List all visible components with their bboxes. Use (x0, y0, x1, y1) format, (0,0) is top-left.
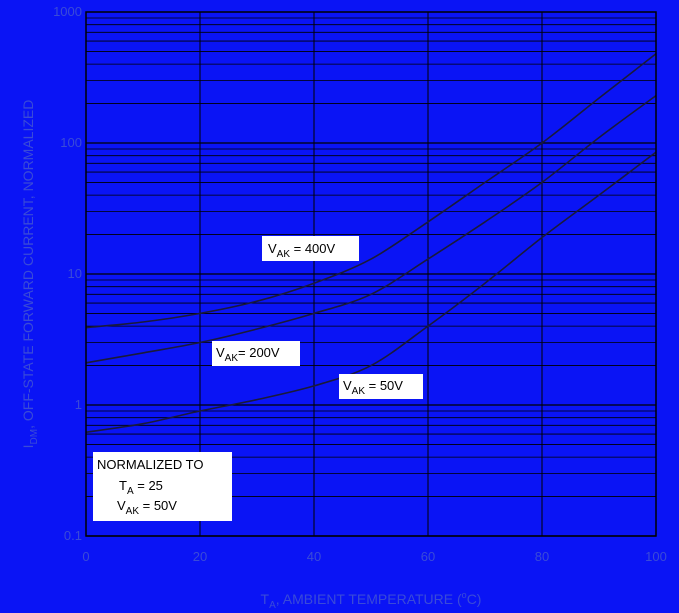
series-label-400v: VAK = 400V (262, 236, 359, 261)
x-tick-label-1: 20 (193, 549, 207, 564)
series-line-0 (85, 53, 657, 329)
normalization-note-box (93, 452, 232, 521)
y-axis-title: IDM, OFF-STATE FORWARD CURRENT, NORMALIZ… (20, 100, 40, 449)
x-tick-label-4: 80 (535, 549, 549, 564)
y-tick-label-3: 100 (60, 135, 82, 150)
x-tick-label-3: 60 (421, 549, 435, 564)
normalization-note-line1-v: T (119, 478, 127, 493)
normalization-note-line2-rest: = 50V (139, 498, 177, 513)
normalization-note-line1-rest: = 25 (134, 478, 163, 493)
series-label-50v-sub: AK (352, 386, 366, 397)
y-tick-label-4: 1000 (53, 4, 82, 19)
x-axis-title-end: C) (467, 591, 482, 607)
normalization-note: NORMALIZED TO TA = 25 VAK = 50V (93, 452, 232, 521)
normalization-note-line1-sub: A (127, 486, 134, 497)
x-axis-title-sub: A (269, 600, 276, 611)
x-axis-title-main: T (261, 591, 270, 607)
normalization-note-line2-v: V (117, 498, 126, 513)
series-label-200v-box (212, 341, 300, 366)
y-axis-title-rest: , OFF-STATE FORWARD CURRENT, NORMALIZED (20, 100, 36, 429)
y-tick-label-1: 1 (75, 397, 82, 412)
series-label-50v-v: V (343, 378, 352, 393)
y-tick-label-2: 10 (68, 266, 82, 281)
curves (85, 53, 657, 433)
series-label-50v-text: VAK = 50V (343, 378, 403, 397)
y-axis-title-main: I (20, 444, 36, 448)
series-label-400v-text: VAK = 400V (268, 241, 336, 260)
y-tick-label-0: 0.1 (64, 528, 82, 543)
series-label-400v-v: V (268, 241, 277, 256)
series-label-400v-sub: AK (277, 249, 291, 260)
x-tick-label-2: 40 (307, 549, 321, 564)
series-label-200v-v: V (216, 345, 225, 360)
series-label-400v-box (262, 236, 359, 261)
series-line-2 (85, 151, 657, 433)
series-label-400v-rest: = 400V (290, 241, 336, 256)
normalization-note-title: NORMALIZED TO (97, 457, 203, 472)
series-label-200v-rest: = 200V (238, 345, 280, 360)
series-label-200v-text: VAK= 200V (216, 345, 280, 364)
x-axis-title-sup: o (462, 590, 467, 600)
series-label-50v: VAK = 50V (339, 374, 423, 399)
plot-frame (85, 11, 657, 537)
series-label-200v-sub: AK (225, 353, 239, 364)
series-label-50v-box (339, 374, 423, 399)
y-axis-title-sub: DM (29, 429, 40, 445)
series-line-1 (85, 94, 657, 364)
normalization-note-line2-sub: AK (126, 506, 140, 517)
normalization-note-line1: TA = 25 (119, 478, 163, 497)
normalization-note-line2: VAK = 50V (117, 498, 177, 517)
tick-labels: 0 20 40 60 80 100 0.1 1 10 100 1000 (53, 4, 667, 564)
x-axis-title-rest: , AMBIENT TEMPERATURE ( (276, 591, 462, 607)
x-tick-label-0: 0 (82, 549, 89, 564)
x-tick-label-5: 100 (645, 549, 667, 564)
x-axis-title: TA, AMBIENT TEMPERATURE (oC) (261, 590, 482, 611)
series-label-200v: VAK= 200V (212, 341, 300, 366)
series-label-50v-rest: = 50V (365, 378, 403, 393)
